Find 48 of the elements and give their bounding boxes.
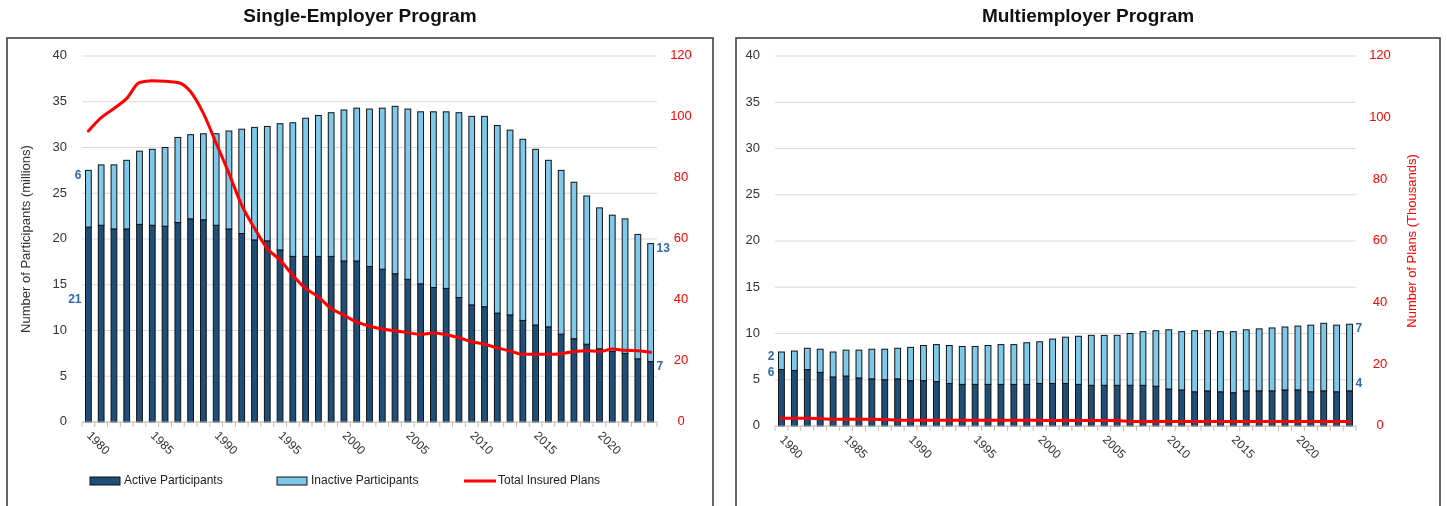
y2-tick-label: 40 xyxy=(673,291,689,307)
y-tick-label: 25 xyxy=(745,186,760,202)
data-label: 7 xyxy=(1355,321,1363,336)
data-label: 7 xyxy=(656,358,664,373)
y-tick-label: 15 xyxy=(745,278,760,294)
legend-label: Active Participants xyxy=(124,473,223,488)
y2-tick-label: 100 xyxy=(670,108,692,124)
y2-tick-label: 120 xyxy=(670,47,692,63)
y2-tick-label: 80 xyxy=(1372,170,1388,186)
y2-tick-label: 120 xyxy=(1369,47,1391,63)
chart-title: Multiemployer Program xyxy=(981,5,1195,27)
data-label: 6 xyxy=(767,364,775,379)
y2-tick-label: 0 xyxy=(677,413,685,429)
y-tick-label: 25 xyxy=(52,184,67,200)
y-tick-label: 40 xyxy=(745,47,760,63)
data-label: 2 xyxy=(767,349,775,364)
y-tick-label: 15 xyxy=(52,276,67,292)
y-tick-label: 30 xyxy=(745,139,760,155)
y-tick-label: 40 xyxy=(52,47,67,63)
y2-tick-label: 0 xyxy=(1376,417,1384,433)
y-tick-label: 5 xyxy=(752,371,760,387)
y2-tick-label: 80 xyxy=(673,169,689,185)
y-tick-label: 10 xyxy=(52,321,67,337)
y-tick-label: 35 xyxy=(52,93,67,109)
y2-tick-label: 40 xyxy=(1372,294,1388,310)
legend-label: Total Insured Plans xyxy=(498,473,601,488)
y-tick-label: 20 xyxy=(745,232,760,248)
y-tick-label: 30 xyxy=(52,138,67,154)
data-label: 4 xyxy=(1355,375,1363,390)
y2-tick-label: 20 xyxy=(673,352,689,368)
y-tick-label: 0 xyxy=(752,417,760,433)
y2-tick-label: 20 xyxy=(1372,355,1388,371)
y-axis-title: Number of Participants (millions) xyxy=(18,145,34,333)
data-label: 6 xyxy=(74,167,82,182)
y2-axis-title: Number of Plans (Thousands) xyxy=(1404,154,1420,328)
y-tick-label: 0 xyxy=(59,413,67,429)
y2-tick-label: 60 xyxy=(673,230,689,246)
y-tick-label: 10 xyxy=(745,324,760,340)
y2-tick-label: 100 xyxy=(1369,109,1391,125)
data-label: 21 xyxy=(68,291,82,306)
y-tick-label: 35 xyxy=(745,93,760,109)
chart-title: Single-Employer Program xyxy=(243,5,477,27)
line-series xyxy=(86,79,653,356)
y-tick-label: 5 xyxy=(59,367,67,383)
y2-tick-label: 60 xyxy=(1372,232,1388,248)
data-label: 13 xyxy=(656,240,671,255)
legend-label: Inactive Participants xyxy=(311,473,419,488)
y-tick-label: 20 xyxy=(52,230,67,246)
